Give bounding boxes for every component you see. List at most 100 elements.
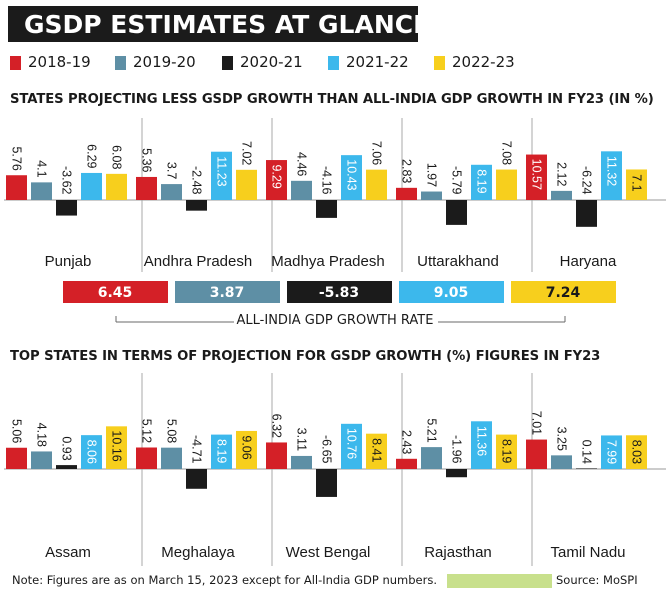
all-india-value-2020-21: -5.83 — [319, 285, 359, 301]
bar-uttarakhand-2019-20 — [421, 191, 442, 200]
data-label: 9.06 — [240, 435, 254, 459]
category-label: Tamil Nadu — [550, 544, 625, 561]
bar-west-bengal-2020-21 — [316, 469, 337, 497]
data-label: 10.43 — [345, 159, 359, 190]
bar-punjab-2019-20 — [31, 182, 52, 200]
legend-label-2019-20: 2019-20 — [133, 53, 196, 71]
data-label: 0.14 — [580, 440, 594, 464]
bar-andhra-pradesh-2022-23 — [236, 169, 257, 200]
data-label: -5.79 — [450, 166, 464, 195]
bar-rajasthan-2021-22 — [471, 421, 492, 469]
data-label: -4.16 — [320, 166, 334, 195]
data-label: 3.11 — [295, 428, 309, 451]
bar-assam-2018-19 — [6, 447, 27, 469]
bar-rajasthan-2018-19 — [396, 458, 417, 469]
bar-assam-2019-20 — [31, 451, 52, 469]
all-india-box-2022-23 — [511, 281, 616, 303]
data-label: 11.36 — [475, 426, 489, 456]
category-label: Meghalaya — [161, 544, 235, 561]
data-label: 7.02 — [240, 141, 254, 165]
bar-tamil-nadu-2021-22 — [601, 435, 622, 469]
bar-rajasthan-2022-23 — [496, 434, 517, 469]
bar-punjab-2018-19 — [6, 175, 27, 200]
data-label: 0.93 — [60, 436, 74, 460]
chart2-plot: 5.06 4.18 0.93 8.06 10.16 Assam 5.12 5.08 -4.71 8… — [4, 373, 666, 566]
bar-rajasthan-2019-20 — [421, 447, 442, 469]
chart2-title: TOP STATES IN TERMS OF PROJECTION FOR GS… — [10, 349, 601, 364]
data-label: 7.01 — [530, 411, 544, 435]
bar-uttarakhand-2018-19 — [396, 187, 417, 200]
legend-swatch-2021-22 — [328, 56, 339, 70]
legend-swatch-2020-21 — [222, 56, 233, 70]
data-label: 7.1 — [630, 174, 644, 191]
data-label: 3.7 — [165, 162, 179, 179]
bar-meghalaya-2020-21 — [186, 469, 207, 489]
data-label: 4.46 — [295, 152, 309, 176]
bar-meghalaya-2018-19 — [136, 447, 157, 469]
data-label: 5.12 — [140, 419, 154, 443]
data-label: 2.12 — [555, 162, 569, 186]
data-label: 5.76 — [10, 146, 24, 170]
all-india-box-2021-22 — [399, 281, 504, 303]
all-india-value-2018-19: 6.45 — [98, 285, 133, 301]
data-label: 8.19 — [215, 439, 229, 463]
bar-andhra-pradesh-2019-20 — [161, 184, 182, 200]
bar-andhra-pradesh-2018-19 — [136, 176, 157, 200]
bar-madhya-pradesh-2018-19 — [266, 160, 287, 200]
data-label: 8.41 — [370, 438, 384, 462]
category-label: Punjab — [45, 253, 92, 270]
data-label: 11.23 — [215, 156, 229, 186]
category-label: West Bengal — [286, 544, 371, 561]
category-label: Assam — [45, 544, 91, 561]
bar-meghalaya-2021-22 — [211, 434, 232, 469]
all-india-box-2020-21 — [287, 281, 392, 303]
bar-west-bengal-2018-19 — [266, 442, 287, 469]
bar-andhra-pradesh-2020-21 — [186, 200, 207, 211]
bar-tamil-nadu-2018-19 — [526, 439, 547, 469]
data-label: -6.24 — [580, 166, 594, 195]
bar-meghalaya-2019-20 — [161, 447, 182, 469]
bar-haryana-2020-21 — [576, 200, 597, 227]
data-label: 3.25 — [555, 427, 569, 451]
bar-west-bengal-2021-22 — [341, 423, 362, 469]
bar-madhya-pradesh-2021-22 — [341, 155, 362, 200]
bar-madhya-pradesh-2022-23 — [366, 169, 387, 200]
all-india-value-2022-23: 7.24 — [546, 285, 581, 301]
bar-andhra-pradesh-2021-22 — [211, 151, 232, 200]
bar-haryana-2021-22 — [601, 151, 622, 200]
all-india-value-2021-22: 9.05 — [434, 285, 469, 301]
category-label: Andhra Pradesh — [144, 253, 252, 270]
bar-haryana-2022-23 — [626, 169, 647, 200]
bar-punjab-2021-22 — [81, 172, 102, 200]
bar-west-bengal-2019-20 — [291, 455, 312, 469]
data-label: 10.57 — [530, 159, 544, 190]
bar-assam-2020-21 — [56, 465, 77, 469]
data-label: 8.03 — [630, 440, 644, 464]
all-india-value-2019-20: 3.87 — [210, 285, 245, 301]
source-text: Source: MoSPI — [556, 573, 638, 587]
data-label: 9.29 — [270, 164, 284, 188]
bar-madhya-pradesh-2019-20 — [291, 180, 312, 200]
legend-swatch-2019-20 — [115, 56, 126, 70]
bar-tamil-nadu-2020-21 — [576, 468, 597, 469]
chart-title: GSDP ESTIMATES AT GLANCE — [24, 10, 431, 39]
all-india-box-2019-20 — [175, 281, 280, 303]
data-label: 5.36 — [140, 148, 154, 172]
bar-tamil-nadu-2022-23 — [626, 435, 647, 469]
all-india-boxes: 6.45 3.87 -5.83 9.05 7.24 — [63, 281, 616, 323]
bar-madhya-pradesh-2020-21 — [316, 200, 337, 218]
data-label: 10.76 — [345, 428, 359, 459]
bar-meghalaya-2022-23 — [236, 430, 257, 469]
legend-swatch-2022-23 — [434, 56, 445, 70]
bar-haryana-2019-20 — [551, 190, 572, 200]
data-label: 8.06 — [85, 440, 99, 464]
data-label: 8.19 — [475, 169, 489, 193]
category-label: Madhya Pradesh — [271, 253, 384, 270]
data-label: 5.08 — [165, 419, 179, 443]
all-india-label: ALL-INDIA GDP GROWTH RATE — [236, 313, 434, 328]
data-label: 11.32 — [605, 156, 619, 186]
bar-assam-2022-23 — [106, 426, 127, 469]
data-label: 4.1 — [35, 160, 49, 177]
data-label: -1.96 — [450, 435, 464, 464]
